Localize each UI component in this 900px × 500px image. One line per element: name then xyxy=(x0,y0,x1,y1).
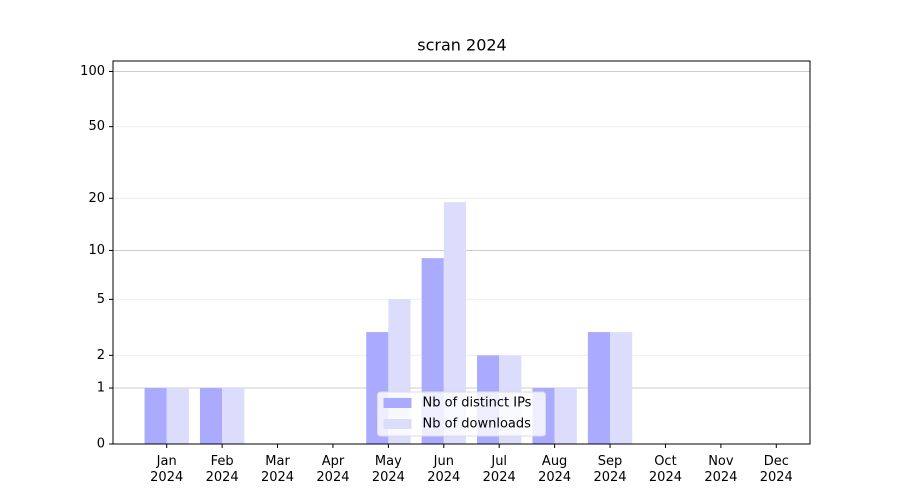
bar xyxy=(222,388,245,444)
x-tick-label: Sep 2024 xyxy=(593,454,626,485)
x-tick-label: Jul 2024 xyxy=(483,454,516,485)
legend-swatch xyxy=(383,398,412,408)
x-tick-label: Jun 2024 xyxy=(427,454,460,485)
bar xyxy=(199,388,223,444)
y-tick-label: 100 xyxy=(80,64,105,79)
y-tick-label: 20 xyxy=(88,191,105,206)
bar xyxy=(554,388,577,444)
x-tick-label: Feb 2024 xyxy=(206,454,239,485)
x-tick-label: Nov 2024 xyxy=(704,454,737,485)
y-tick-label: 2 xyxy=(97,348,105,363)
x-tick-label: May 2024 xyxy=(372,454,405,485)
legend-label: Nb of distinct IPs xyxy=(423,396,532,411)
x-tick-label: Oct 2024 xyxy=(649,454,682,485)
chart-title: scran 2024 xyxy=(417,36,506,55)
bar xyxy=(587,332,611,444)
x-tick-label: Dec 2024 xyxy=(760,454,793,485)
bar xyxy=(610,332,633,444)
y-tick-label: 0 xyxy=(97,437,105,452)
x-tick-label: Mar 2024 xyxy=(261,454,294,485)
legend-box xyxy=(377,391,546,437)
bar xyxy=(166,388,189,444)
legend-label: Nb of downloads xyxy=(423,417,532,432)
x-tick-label: Jan 2024 xyxy=(150,454,183,485)
bar xyxy=(144,388,167,444)
x-tick-label: Apr 2024 xyxy=(316,454,349,485)
x-tick-label: Aug 2024 xyxy=(538,454,571,485)
y-tick-label: 10 xyxy=(88,243,105,258)
y-tick-label: 1 xyxy=(97,381,105,396)
y-tick-label: 50 xyxy=(88,119,105,134)
y-tick-label: 5 xyxy=(97,292,105,307)
bar xyxy=(443,202,466,444)
legend-swatch xyxy=(383,419,412,429)
plot-frame xyxy=(112,60,811,445)
